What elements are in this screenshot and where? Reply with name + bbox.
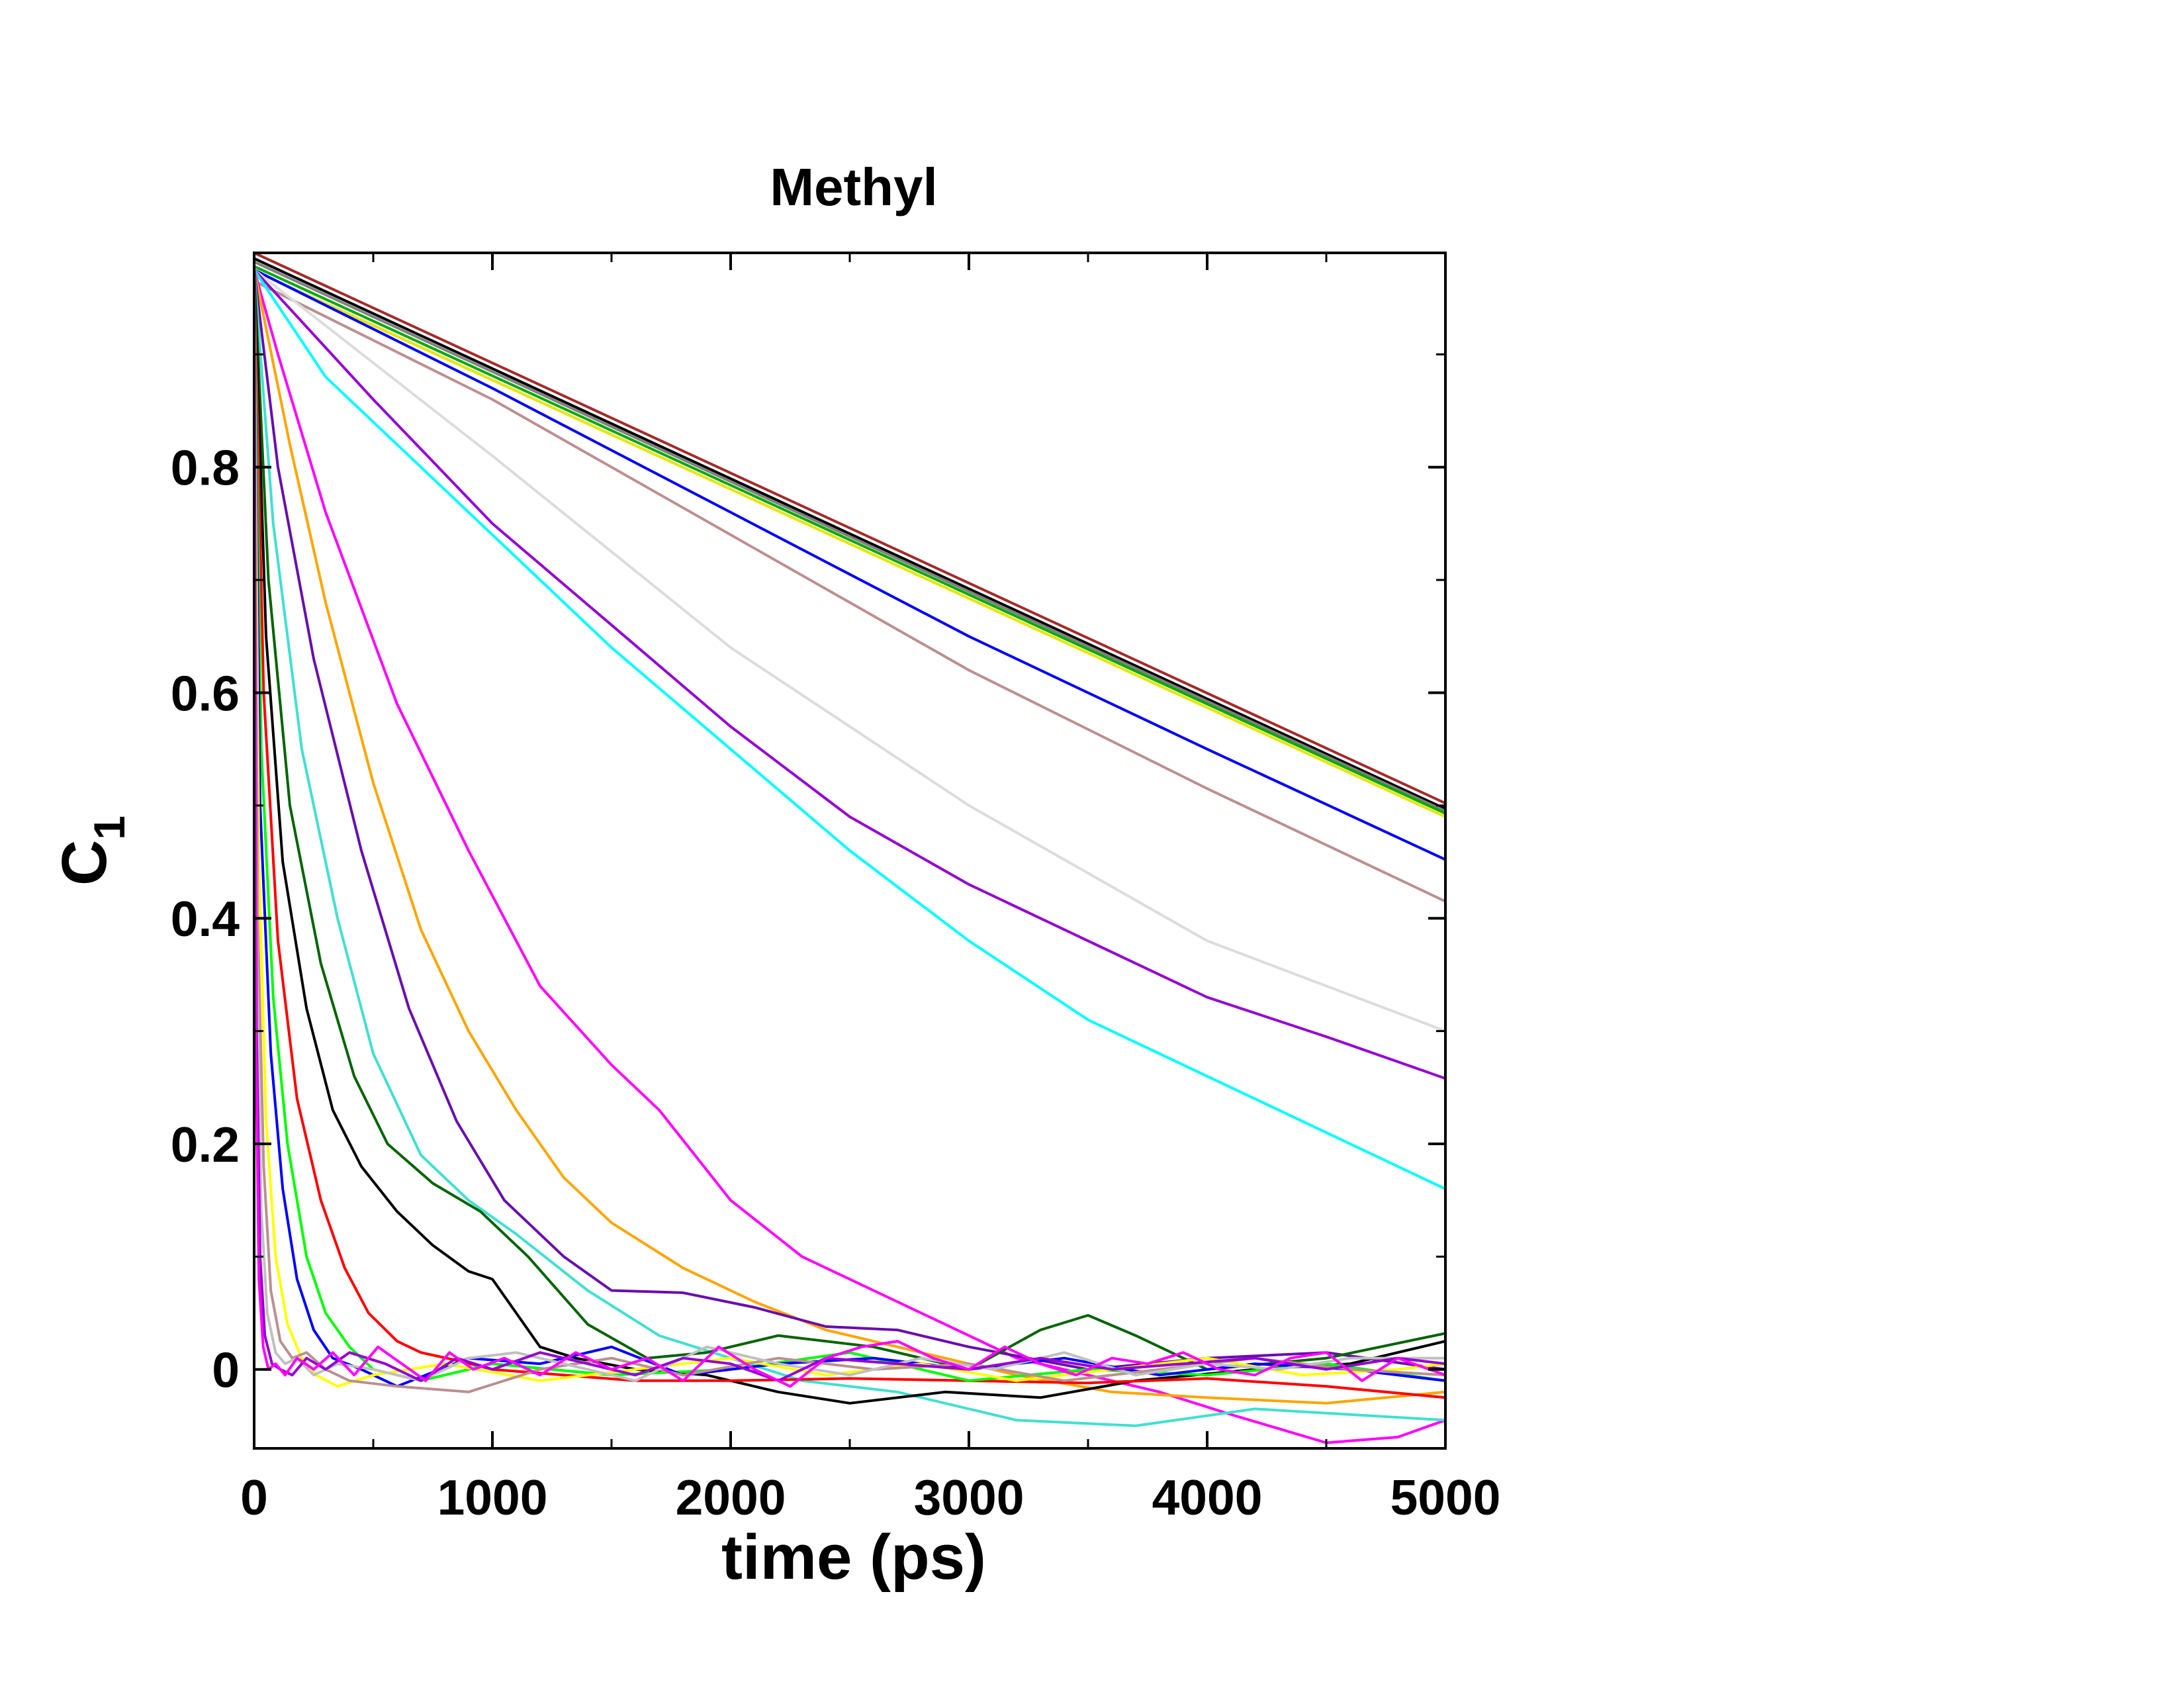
x-tick-label: 2000 bbox=[676, 1470, 786, 1525]
series-line-5 bbox=[254, 269, 1445, 818]
series-line-24 bbox=[254, 269, 1445, 1388]
x-tick-label: 4000 bbox=[1152, 1470, 1263, 1525]
series-line-15 bbox=[254, 269, 1445, 1371]
series-line-10 bbox=[254, 269, 1445, 1190]
y-tick-label: 0.6 bbox=[171, 665, 240, 721]
y-tick-label: 0.2 bbox=[171, 1117, 240, 1172]
x-tick-label: 5000 bbox=[1390, 1470, 1501, 1525]
series-layer bbox=[254, 253, 1445, 1444]
svg-text:C1: C1 bbox=[49, 816, 134, 886]
y-axis-label-subscript: 1 bbox=[85, 816, 134, 840]
x-axis-label: time (ps) bbox=[721, 1522, 986, 1593]
series-line-16 bbox=[254, 269, 1445, 1405]
series-line-23 bbox=[254, 269, 1445, 1382]
series-line-8 bbox=[254, 269, 1445, 1033]
series-line-9 bbox=[254, 269, 1445, 1080]
y-axis-label-main: C bbox=[49, 840, 120, 886]
series-line-14 bbox=[254, 269, 1445, 1427]
series-line-1 bbox=[254, 253, 1445, 805]
y-tick-label: 0.4 bbox=[171, 891, 240, 947]
series-line-22 bbox=[254, 269, 1445, 1382]
series-line-7 bbox=[254, 279, 1445, 903]
series-line-11 bbox=[254, 269, 1445, 1444]
y-axis: 0 0.2 0.4 0.6 0.8 bbox=[171, 353, 1445, 1398]
x-axis: 0 1000 2000 3000 4000 5000 bbox=[240, 253, 1500, 1525]
series-line-2 bbox=[254, 257, 1445, 810]
y-axis-label: C1 bbox=[49, 816, 134, 886]
series-line-3 bbox=[254, 260, 1445, 813]
series-line-18 bbox=[254, 269, 1445, 1382]
x-tick-label: 0 bbox=[240, 1470, 268, 1525]
series-line-6 bbox=[254, 268, 1445, 861]
x-tick-label: 3000 bbox=[914, 1470, 1024, 1525]
series-line-21 bbox=[254, 269, 1445, 1393]
y-tick-label: 0 bbox=[212, 1342, 240, 1398]
series-line-12 bbox=[254, 269, 1445, 1405]
series-line-19 bbox=[254, 269, 1445, 1388]
x-tick-label: 1000 bbox=[437, 1470, 548, 1525]
series-line-4 bbox=[254, 265, 1445, 815]
series-line-17 bbox=[254, 269, 1445, 1399]
series-line-13 bbox=[254, 269, 1445, 1371]
y-tick-label: 0.8 bbox=[171, 440, 240, 496]
chart-title: Methyl bbox=[770, 158, 937, 216]
series-line-20 bbox=[254, 269, 1445, 1388]
